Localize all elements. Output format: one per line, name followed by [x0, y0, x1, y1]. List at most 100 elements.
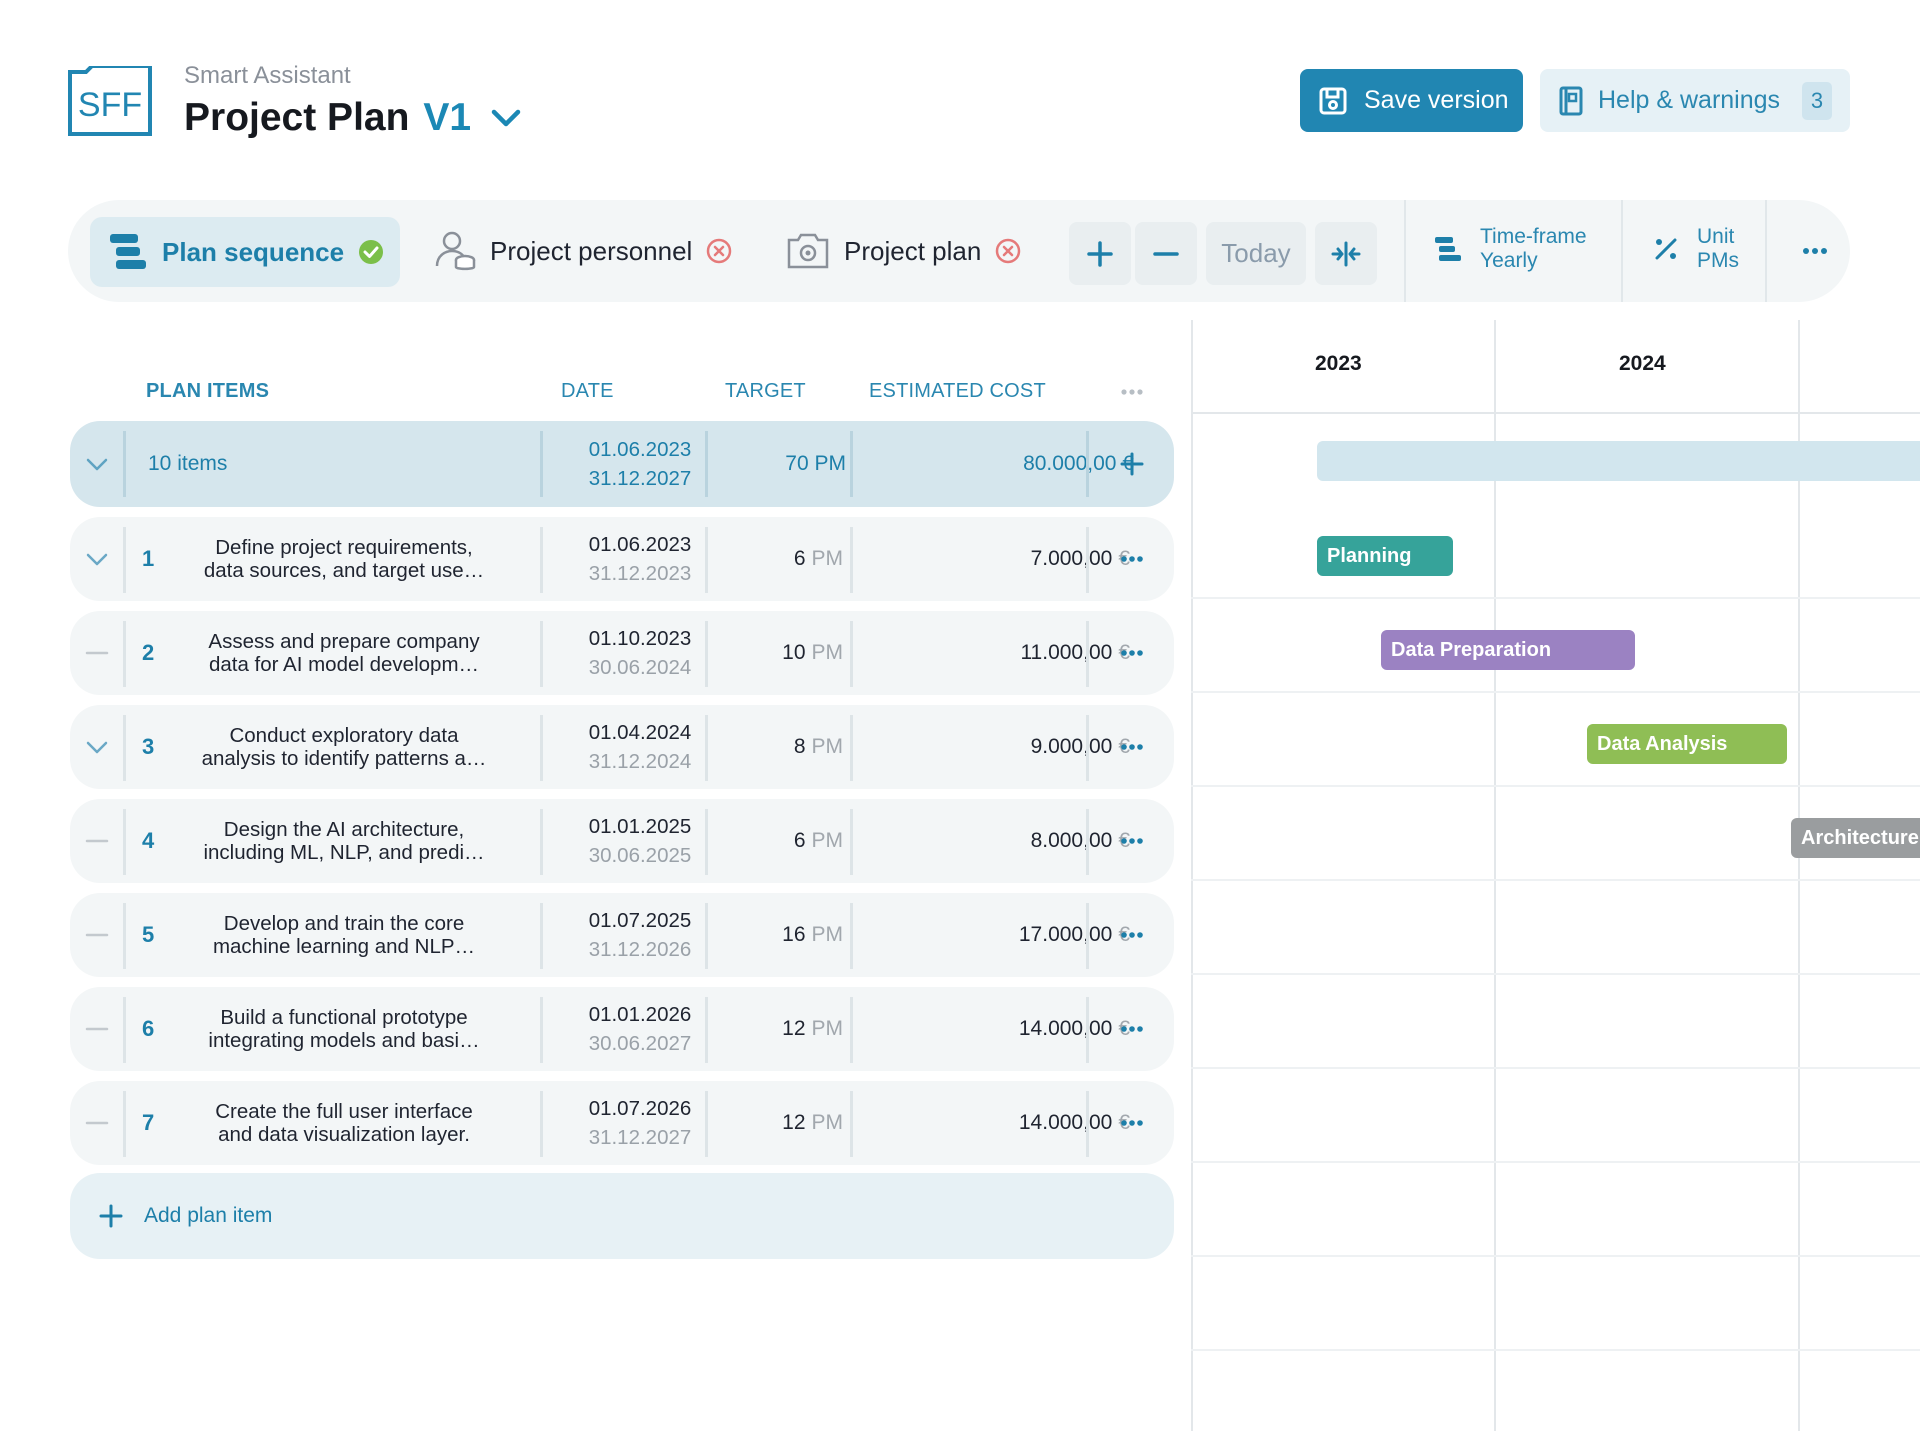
unit-selector[interactable]: Unit PMs — [1653, 225, 1739, 273]
plan-item-row[interactable]: 3 Conduct exploratory data analysis to ide… — [70, 705, 1174, 789]
row-target-value: 10 — [782, 641, 806, 664]
row-description: Develop and train the core machine learni… — [194, 893, 494, 977]
row-description: Conduct exploratory data analysis to iden… — [194, 705, 494, 789]
row-target-value: 6 — [793, 547, 806, 570]
toolbar: Plan sequence Project personnel Project … — [68, 200, 1850, 302]
row-divider — [705, 621, 708, 687]
row-target: 16 PM — [670, 893, 843, 977]
gantt-bar-data-preparation[interactable]: Data Preparation — [1381, 630, 1635, 670]
collapse-horizontal-icon — [1331, 241, 1361, 266]
row-description-line2: data for AI model developm… — [208, 653, 480, 676]
column-options-icon[interactable] — [1120, 388, 1144, 396]
row-divider — [540, 903, 543, 969]
plan-item-row[interactable]: 1 Define project requirements, data source… — [70, 517, 1174, 601]
plan-item-row[interactable]: 7 Create the full user interface and data … — [70, 1081, 1174, 1165]
gantt-row-line — [1191, 1349, 1920, 1351]
gantt-chart: 2023 2024 Planning Data Preparation Data… — [1191, 320, 1920, 1431]
help-warnings-label: Help & warnings — [1598, 86, 1781, 114]
toolbar-divider — [1621, 200, 1623, 302]
plan-item-row[interactable]: 6 Build a functional prototype integrating… — [70, 987, 1174, 1071]
row-more-button[interactable] — [1090, 987, 1174, 1071]
row-toggle[interactable] — [70, 987, 124, 1071]
warnings-count-badge: 3 — [1802, 81, 1833, 120]
tab-plan-sequence[interactable]: Plan sequence — [90, 217, 400, 287]
row-more-button[interactable] — [1090, 705, 1174, 789]
plan-item-row[interactable]: 5 Develop and train the core machine learn… — [70, 893, 1174, 977]
save-version-button[interactable]: Save version — [1300, 69, 1523, 132]
timeframe-selector[interactable]: Time-frame Yearly — [1434, 225, 1587, 273]
row-toggle[interactable] — [70, 611, 124, 695]
plan-item-row[interactable]: 2 Assess and prepare company data for AI m… — [70, 611, 1174, 695]
row-date-end: 30.06.2025 — [588, 844, 692, 867]
row-divider — [540, 715, 543, 781]
more-horizontal-icon — [1121, 1026, 1143, 1032]
plan-item-row[interactable]: 4 Design the AI architecture, including ML… — [70, 799, 1174, 883]
toolbar-divider — [1765, 200, 1767, 302]
zoom-out-button[interactable] — [1135, 222, 1197, 285]
fit-view-button[interactable] — [1315, 222, 1377, 285]
row-more-button[interactable] — [1090, 611, 1174, 695]
personnel-icon — [435, 231, 476, 271]
summary-row[interactable]: 10 items 01.06.2023 31.12.2027 70 PM 80.… — [70, 421, 1174, 507]
row-target-unit: PM — [811, 735, 844, 758]
row-description-line2: machine learning and NLP… — [212, 935, 476, 958]
gantt-summary-bar[interactable] — [1317, 441, 1920, 481]
row-toggle[interactable] — [70, 1081, 124, 1165]
dash-icon — [85, 933, 109, 937]
row-description-line2: including ML, NLP, and predi… — [203, 841, 485, 864]
row-date-end: 30.06.2024 — [588, 656, 692, 679]
row-description-line2: and data visualization layer. — [218, 1123, 470, 1146]
gantt-bar-planning[interactable]: Planning — [1317, 536, 1453, 576]
today-button[interactable]: Today — [1206, 222, 1306, 285]
collapse-toggle[interactable] — [70, 421, 124, 507]
more-horizontal-icon — [1803, 248, 1827, 254]
more-horizontal-icon — [1121, 650, 1143, 656]
more-horizontal-icon — [1121, 1120, 1143, 1126]
row-divider — [540, 809, 543, 875]
row-target-unit: PM — [811, 547, 844, 570]
row-number: 4 — [142, 828, 155, 853]
row-description-line2: integrating models and basi… — [208, 1029, 480, 1052]
gantt-bar-architecture[interactable]: Architecture — [1791, 818, 1920, 858]
row-more-button[interactable] — [1090, 893, 1174, 977]
tab-project-personnel-label: Project personnel — [490, 235, 693, 266]
tab-project-personnel[interactable]: Project personnel — [434, 200, 732, 302]
row-divider — [540, 997, 543, 1063]
row-more-button[interactable] — [1090, 1081, 1174, 1165]
version-label[interactable]: V1 — [423, 96, 472, 139]
help-warnings-button[interactable]: Help & warnings 3 — [1540, 69, 1850, 132]
row-target-unit: PM — [811, 1017, 844, 1040]
timeframe-value: Yearly — [1480, 249, 1538, 272]
row-target: 12 PM — [670, 1081, 843, 1165]
add-subitem-button[interactable] — [1090, 421, 1174, 507]
percent-icon — [1655, 238, 1677, 260]
row-divider — [705, 903, 708, 969]
zoom-in-button[interactable] — [1069, 222, 1131, 285]
row-divider — [1086, 1091, 1089, 1157]
row-date-end: 31.12.2027 — [588, 1126, 692, 1149]
row-number: 2 — [142, 640, 155, 665]
row-divider — [123, 809, 126, 875]
row-toggle[interactable] — [70, 799, 124, 883]
row-more-button[interactable] — [1090, 799, 1174, 883]
gantt-row-line — [1191, 785, 1920, 787]
chevron-down-icon[interactable] — [489, 103, 523, 133]
gantt-bar-data-analysis[interactable]: Data Analysis — [1587, 724, 1787, 764]
add-plan-item-button[interactable]: Add plan item — [70, 1173, 1174, 1259]
summary-date: 01.06.2023 31.12.2027 — [565, 421, 715, 507]
gantt-year-line — [1798, 320, 1800, 1431]
tab-project-plan[interactable]: Project plan — [786, 200, 1021, 302]
more-horizontal-icon — [1121, 556, 1143, 562]
row-toggle[interactable] — [70, 705, 124, 789]
row-target-value: 8 — [793, 735, 806, 758]
plan-sequence-icon — [110, 234, 146, 269]
row-date: 01.04.2024 31.12.2024 — [565, 705, 715, 789]
row-toggle[interactable] — [70, 893, 124, 977]
toolbar-divider — [1404, 200, 1406, 302]
row-date-start: 01.01.2025 — [588, 815, 692, 838]
row-toggle[interactable] — [70, 517, 124, 601]
toolbar-more-button[interactable] — [1795, 200, 1835, 302]
plus-icon — [1120, 452, 1144, 476]
row-number: 3 — [142, 734, 155, 759]
row-more-button[interactable] — [1090, 517, 1174, 601]
